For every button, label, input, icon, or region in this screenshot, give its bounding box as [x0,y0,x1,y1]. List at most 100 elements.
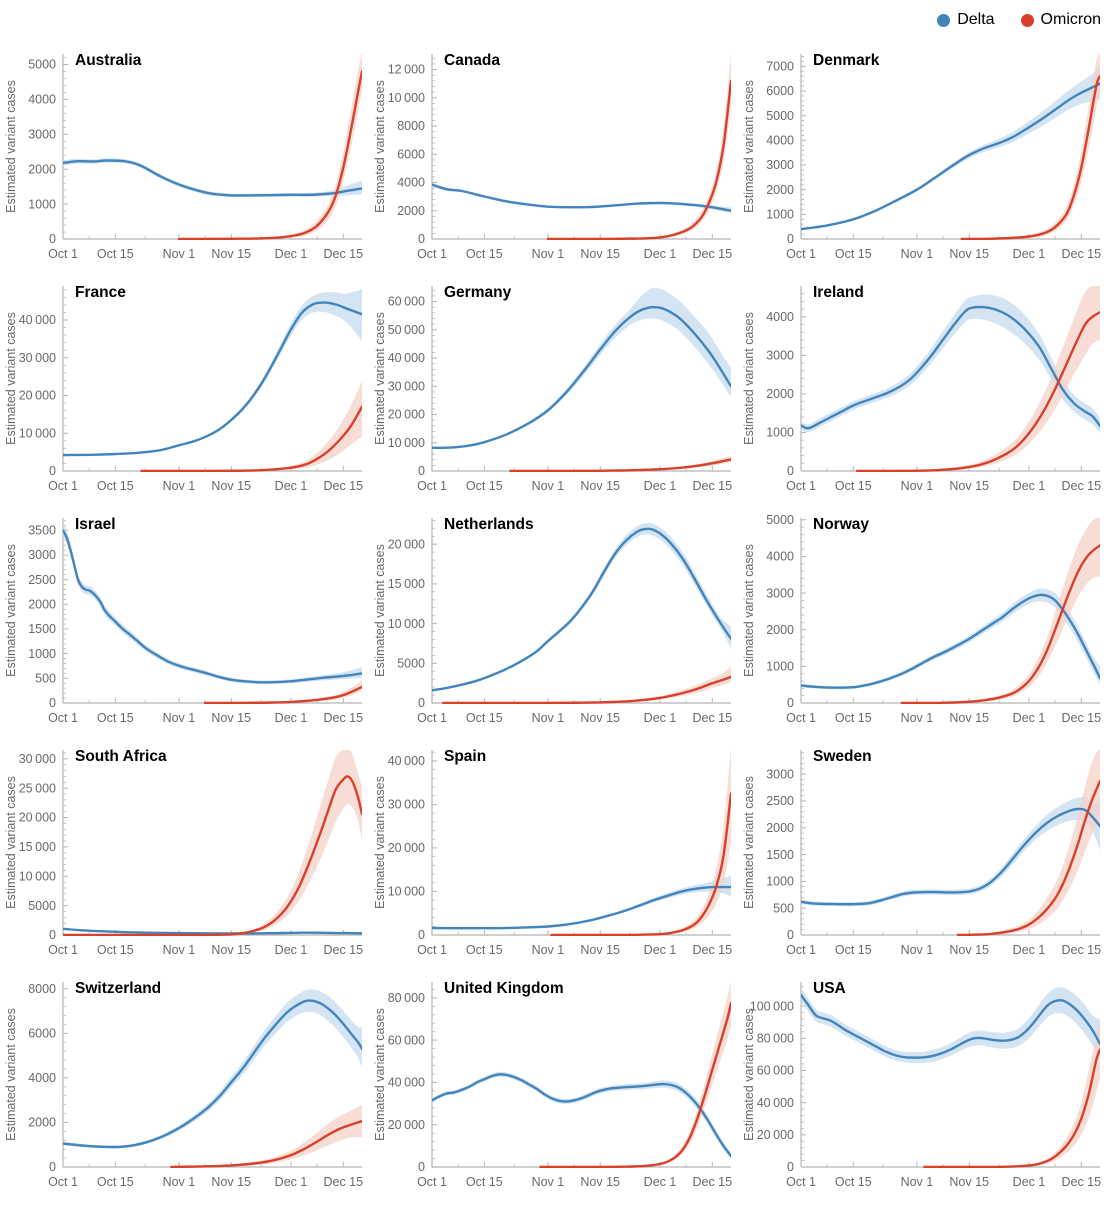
y-tick-label: 30 000 [388,380,425,394]
chart-title: Germany [444,284,512,301]
x-tick-label: Nov 15 [580,1175,620,1189]
chart-svg: 0 1000 2000 3000 4000 5000 6000 7000 Oct 1 Oct 15… [742,52,1101,261]
x-tick-label: Oct 15 [97,479,134,493]
y-tick-label: 4000 [766,550,794,564]
y-tick-label: 0 [418,232,425,246]
x-tick-label: Dec 1 [644,711,677,725]
chart-australia: 0 1000 2000 3000 4000 5000 Oct 1 Oct 15 Nov 1 Nov… [0,40,369,272]
legend: Delta Omicron [937,8,1101,32]
legend-item-omicron: Omicron [1020,11,1101,29]
chart-svg: 0 2000 4000 6000 8000 Oct 1 Oct 15 Nov 1 Nov 15 D… [4,980,363,1189]
omicron-line [177,70,362,240]
omicron-band [547,54,731,239]
chart-svg: 0 20 000 40 000 60 000 80 000 Oct 1 Oct 15 Nov … [373,980,732,1189]
omicron-line [63,775,362,936]
x-tick-label: Oct 15 [97,943,134,957]
omicron-band [958,750,1100,935]
y-tick-label: 1500 [766,848,794,862]
x-tick-label: Oct 1 [48,479,78,493]
delta-line [63,927,362,935]
x-tick-label: Oct 1 [786,1175,816,1189]
x-tick-label: Dec 15 [692,247,732,261]
y-tick-label: 6000 [28,1027,56,1041]
delta-line [63,301,362,457]
delta-band [63,989,362,1149]
y-tick-label: 3000 [766,158,794,172]
y-tick-label: 1000 [28,197,56,211]
y-tick-label: 1000 [766,660,794,674]
chart-switzerland: 0 2000 4000 6000 8000 Oct 1 Oct 15 Nov 1 Nov 15 D… [0,968,369,1200]
omicron-line [960,75,1100,240]
chart-title: Israel [75,516,116,533]
x-tick-label: Oct 1 [48,943,78,957]
chart-title: Australia [75,52,142,69]
chart-svg: 0 1000 2000 3000 4000 5000 Oct 1 Oct 15 Nov 1 Nov… [742,513,1101,725]
y-tick-label: 20 000 [388,408,425,422]
legend-label-omicron: Omicron [1040,11,1101,28]
y-axis-title: Estimated variant cases [4,312,18,445]
x-tick-label: Oct 1 [417,711,447,725]
y-tick-label: 15 000 [388,577,425,591]
x-axis: Oct 1 Oct 15 Nov 1 Nov 15 Dec 1 Dec 15 [417,234,732,261]
omicron-line [900,544,1100,704]
x-tick-label: Nov 1 [532,247,565,261]
y-tick-label: 2500 [766,794,794,808]
delta-dot-icon [937,13,951,27]
x-tick-label: Dec 1 [275,247,308,261]
y-axis-title: Estimated variant cases [4,544,18,677]
y-axis: 0 2000 4000 6000 8000 [28,982,68,1174]
y-tick-label: 40 000 [19,313,56,327]
x-axis: Oct 1 Oct 15 Nov 1 Nov 15 Dec 1 Dec 15 [786,234,1101,261]
y-tick-label: 1500 [28,622,56,636]
x-tick-label: Oct 1 [48,1175,78,1189]
x-tick-label: Oct 1 [786,479,816,493]
y-tick-label: 10 000 [19,870,56,884]
x-tick-label: Nov 1 [163,247,196,261]
x-tick-label: Dec 15 [692,1175,732,1189]
y-tick-label: 5000 [28,58,56,72]
y-tick-label: 5000 [397,657,425,671]
y-tick-label: 100 000 [750,999,794,1013]
delta-band [801,796,1100,907]
y-tick-label: 3000 [766,767,794,781]
omicron-band [63,750,362,935]
chart-svg: 0 10 000 20 000 30 000 40 000 Oct 1 Oct 15 Nov … [4,284,363,493]
y-tick-label: 0 [49,464,56,478]
y-tick-label: 0 [787,464,794,478]
x-tick-label: Oct 1 [786,711,816,725]
y-tick-label: 0 [418,696,425,710]
y-tick-label: 40 000 [388,754,425,768]
y-axis-title: Estimated variant cases [373,80,387,213]
chart-usa: 0 20 000 40 000 60 000 80 000 100 000 Oct 1 Oct… [738,968,1107,1200]
y-tick-label: 0 [787,232,794,246]
x-tick-label: Dec 1 [275,943,308,957]
delta-line [432,183,731,212]
y-axis: 0 500 1000 1500 2000 2500 3000 3500 [28,518,68,710]
delta-band [432,287,731,449]
x-tick-label: Nov 1 [901,711,934,725]
omicron-band [540,982,731,1167]
delta-band [801,987,1100,1064]
chart-title: Norway [813,516,869,533]
chart-title: Denmark [813,52,880,69]
x-tick-label: Dec 1 [644,1175,677,1189]
y-tick-label: 0 [49,232,56,246]
x-tick-label: Dec 1 [1013,247,1046,261]
y-tick-label: 2000 [766,183,794,197]
x-tick-label: Dec 1 [275,1175,308,1189]
x-tick-label: Oct 15 [466,479,503,493]
chart-svg: 0 10 000 20 000 30 000 40 000 50 000 60 000 Oct… [373,284,732,493]
y-tick-label: 60 000 [757,1064,794,1078]
x-tick-label: Nov 15 [949,247,989,261]
delta-line [63,159,362,197]
y-tick-label: 0 [49,928,56,942]
y-tick-label: 2000 [766,387,794,401]
delta-line [801,305,1100,430]
omicron-line [509,458,731,472]
x-axis: Oct 1 Oct 15 Nov 1 Nov 15 Dec 1 Dec 15 [48,466,363,493]
y-tick-label: 20 000 [388,537,425,551]
y-axis: 0 1000 2000 3000 4000 5000 [766,513,806,710]
delta-line [801,82,1100,231]
x-tick-label: Nov 15 [211,943,251,957]
y-tick-label: 7000 [766,60,794,74]
